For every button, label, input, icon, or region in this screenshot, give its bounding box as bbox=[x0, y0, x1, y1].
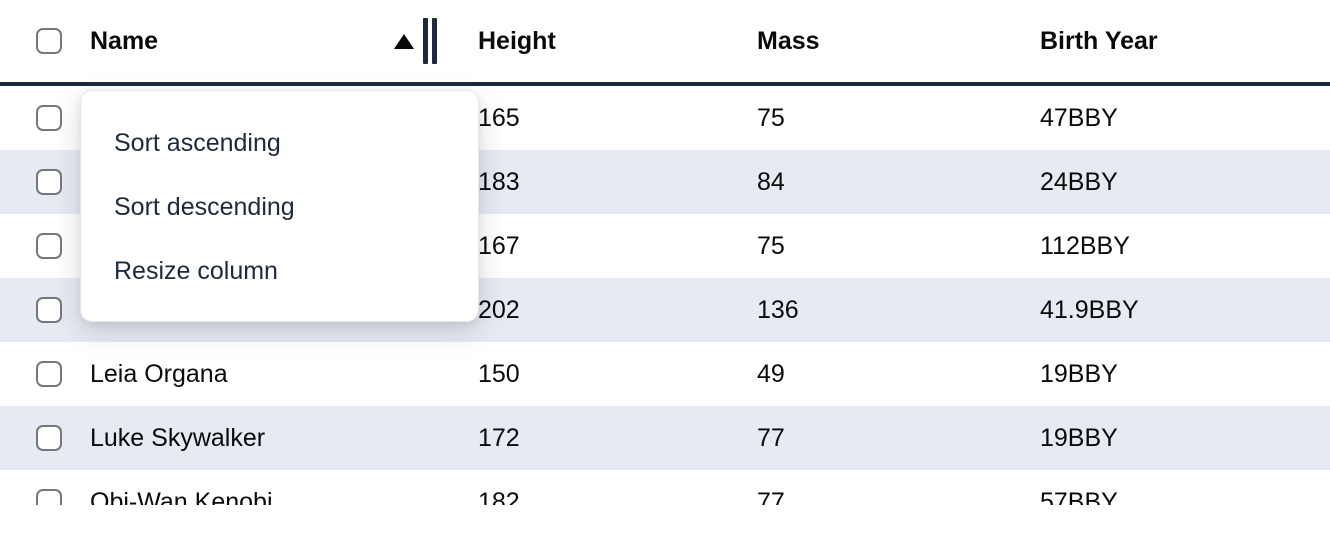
cell-name: Leia Organa bbox=[90, 359, 228, 388]
table-row: Luke Skywalker 172 77 19BBY bbox=[0, 406, 1330, 470]
sort-ascending-icon bbox=[394, 33, 414, 49]
row-checkbox[interactable] bbox=[36, 425, 62, 451]
cell-height: 172 bbox=[478, 423, 520, 452]
cell-name: Luke Skywalker bbox=[90, 423, 266, 452]
cell-birth-year: 112BBY bbox=[1040, 231, 1130, 260]
cell-birth-year: 57BBY bbox=[1040, 487, 1118, 506]
context-menu-item-sort-ascending[interactable]: Sort ascending bbox=[114, 128, 281, 157]
row-checkbox[interactable] bbox=[36, 233, 62, 259]
row-select-cell bbox=[0, 361, 90, 387]
row-select-cell bbox=[0, 425, 90, 451]
cell-mass: 49 bbox=[757, 359, 785, 388]
table-header-row: Name Height Mass Birth Year bbox=[0, 0, 1330, 86]
select-all-cell bbox=[0, 28, 90, 54]
column-header-birth-year[interactable]: Birth Year bbox=[1040, 26, 1158, 55]
cell-height: 183 bbox=[478, 167, 520, 196]
cell-height: 182 bbox=[478, 487, 520, 506]
row-select-cell bbox=[0, 297, 90, 323]
table-row: Leia Organa 150 49 19BBY bbox=[0, 342, 1330, 406]
column-header-name-label[interactable]: Name bbox=[90, 26, 159, 55]
column-context-menu: Sort ascending Sort descending Resize colu… bbox=[80, 90, 479, 322]
row-checkbox[interactable] bbox=[36, 361, 62, 387]
row-checkbox[interactable] bbox=[36, 169, 62, 195]
cell-name: Obi-Wan Kenobi bbox=[90, 487, 273, 506]
row-select-cell bbox=[0, 489, 90, 505]
row-select-cell bbox=[0, 105, 90, 131]
cell-mass: 75 bbox=[757, 103, 785, 132]
select-all-checkbox[interactable] bbox=[36, 28, 62, 54]
cell-mass: 77 bbox=[757, 487, 785, 506]
cell-mass: 77 bbox=[757, 423, 785, 452]
column-resize-handle[interactable] bbox=[423, 18, 437, 64]
cell-height: 165 bbox=[478, 103, 520, 132]
context-menu-item-sort-descending[interactable]: Sort descending bbox=[114, 192, 295, 221]
row-select-cell bbox=[0, 169, 90, 195]
cell-birth-year: 47BBY bbox=[1040, 103, 1118, 132]
column-header-mass[interactable]: Mass bbox=[757, 26, 820, 55]
context-menu-item-resize-column[interactable]: Resize column bbox=[114, 256, 278, 285]
cell-birth-year: 41.9BBY bbox=[1040, 295, 1139, 324]
cell-birth-year: 19BBY bbox=[1040, 359, 1118, 388]
row-checkbox[interactable] bbox=[36, 489, 62, 505]
table-row: Obi-Wan Kenobi 182 77 57BBY bbox=[0, 470, 1330, 505]
row-checkbox[interactable] bbox=[36, 297, 62, 323]
cell-height: 167 bbox=[478, 231, 520, 260]
column-header-name: Name bbox=[90, 0, 478, 82]
cell-mass: 75 bbox=[757, 231, 785, 260]
row-select-cell bbox=[0, 233, 90, 259]
cell-birth-year: 24BBY bbox=[1040, 167, 1118, 196]
column-header-height[interactable]: Height bbox=[478, 26, 556, 55]
row-checkbox[interactable] bbox=[36, 105, 62, 131]
cell-mass: 136 bbox=[757, 295, 799, 324]
cell-birth-year: 19BBY bbox=[1040, 423, 1118, 452]
cell-height: 202 bbox=[478, 295, 520, 324]
cell-height: 150 bbox=[478, 359, 520, 388]
cell-mass: 84 bbox=[757, 167, 785, 196]
